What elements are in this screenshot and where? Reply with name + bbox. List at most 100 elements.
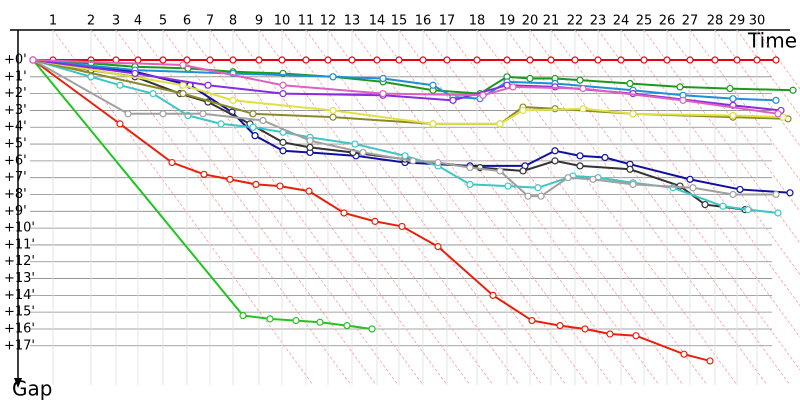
time-guide — [281, 29, 543, 386]
data-point — [640, 56, 648, 64]
data-point — [434, 243, 442, 251]
data-point — [398, 222, 406, 231]
data-point — [774, 110, 782, 118]
y-tick-label: +3' — [4, 103, 27, 118]
data-point — [87, 73, 95, 81]
data-point — [632, 332, 640, 340]
time-guide — [327, 29, 589, 386]
data-point — [601, 153, 609, 162]
data-point — [519, 106, 527, 115]
data-point — [679, 96, 687, 104]
x-tick-label: 14 — [369, 14, 386, 29]
x-tick-label: 4 — [134, 14, 142, 29]
data-point — [306, 137, 314, 145]
x-tick-label: 16 — [415, 14, 432, 29]
x-tick-label: 10 — [274, 14, 291, 29]
data-point — [316, 318, 324, 326]
data-point — [753, 56, 761, 64]
data-point — [589, 175, 597, 183]
x-tick-label: 3 — [112, 14, 120, 29]
series-line — [32, 59, 794, 95]
y-tick-label: +16' — [4, 321, 35, 336]
x-tick-label: 27 — [682, 14, 699, 29]
data-point — [729, 111, 737, 120]
data-point — [626, 165, 634, 173]
x-tick-label: 8 — [229, 14, 237, 29]
x-tick-label: 20 — [522, 14, 539, 29]
data-point — [292, 316, 300, 325]
data-point — [217, 120, 225, 128]
y-tick-label: +15' — [4, 305, 35, 320]
y-tick-label: +9' — [4, 204, 27, 219]
data-point — [772, 56, 780, 64]
x-tick-label: 15 — [391, 14, 408, 29]
time-guide — [666, 29, 800, 213]
data-point — [689, 184, 697, 192]
data-point — [479, 91, 487, 99]
data-point — [686, 56, 694, 64]
data-point — [576, 76, 584, 84]
data-point — [496, 120, 504, 128]
data-point — [239, 311, 247, 320]
data-point — [348, 56, 356, 64]
data-point — [629, 110, 637, 118]
data-point — [340, 209, 348, 217]
data-point — [279, 147, 287, 155]
x-tick-label: 2 — [87, 14, 95, 29]
data-point — [255, 56, 263, 64]
data-point — [229, 96, 237, 104]
data-point — [663, 56, 671, 64]
data-point — [524, 192, 532, 200]
data-point — [131, 69, 139, 78]
data-point — [774, 209, 782, 217]
data-point — [779, 113, 787, 121]
data-point — [226, 175, 234, 183]
x-tick-label: 18 — [469, 14, 486, 29]
y-tick-label: +13' — [4, 271, 35, 286]
data-point — [419, 56, 427, 64]
series-line — [32, 59, 711, 362]
x-tick-label: 25 — [636, 14, 653, 29]
data-point — [594, 56, 602, 64]
y-tick-label: +1' — [4, 69, 27, 84]
y-tick-label: +14' — [4, 288, 35, 303]
data-point — [379, 74, 387, 83]
data-point — [359, 148, 367, 157]
data-point — [159, 56, 167, 64]
data-point — [409, 157, 417, 165]
data-point — [329, 73, 337, 81]
data-point — [772, 96, 780, 104]
data-point — [259, 116, 267, 125]
x-tick-label: 9 — [255, 14, 263, 29]
data-point — [576, 152, 584, 160]
data-point — [449, 96, 457, 104]
data-point — [29, 56, 37, 64]
data-point — [278, 56, 286, 64]
time-guide — [476, 29, 738, 386]
x-tick-label: 28 — [707, 14, 724, 29]
data-point — [496, 167, 504, 175]
x-tick-label: 13 — [344, 14, 361, 29]
y-axis-arrow — [14, 378, 22, 388]
data-point — [579, 84, 587, 93]
data-point — [305, 187, 313, 195]
data-point — [519, 167, 527, 175]
time-guide — [506, 29, 768, 386]
data-point — [528, 316, 536, 325]
data-point — [676, 83, 684, 91]
data-point — [509, 83, 517, 91]
y-tick-label: +4' — [4, 120, 27, 135]
x-tick-label: 29 — [729, 14, 746, 29]
data-point — [183, 56, 191, 64]
x-tick-label: 26 — [659, 14, 676, 29]
data-point — [726, 84, 734, 93]
data-point — [179, 81, 187, 89]
x-tick-label: 23 — [590, 14, 607, 29]
time-guide — [258, 29, 520, 386]
data-point — [579, 105, 587, 113]
time-guide — [90, 29, 352, 386]
y-tick-label: +8' — [4, 187, 27, 202]
y-tick-label: +11' — [4, 237, 35, 252]
data-point — [733, 56, 741, 64]
